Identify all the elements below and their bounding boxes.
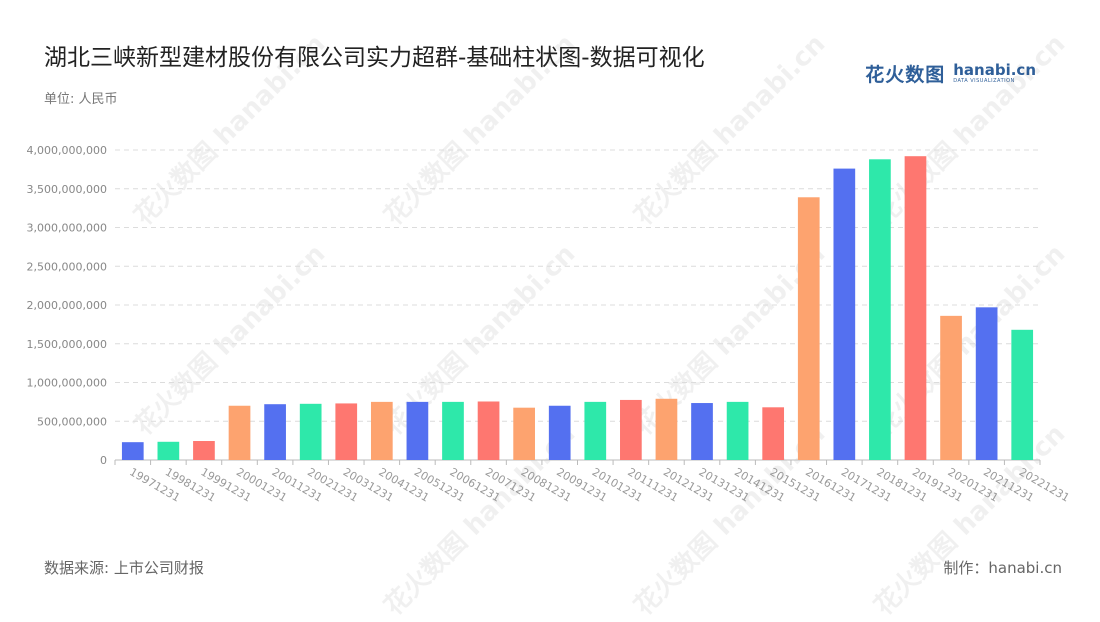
credit-label: 制作：hanabi.cn — [943, 559, 1062, 577]
brand-cn-part2: 数图 — [905, 64, 946, 86]
bar — [833, 168, 856, 460]
y-tick-label: 1,500,000,000 — [27, 338, 107, 351]
y-tick-label: 500,000,000 — [37, 415, 107, 428]
bar — [335, 403, 358, 460]
brand-en-name: hanabi.cn — [953, 61, 1036, 79]
y-tick-label: 4,000,000,000 — [27, 144, 107, 157]
bar — [1011, 329, 1034, 460]
bar — [762, 407, 785, 460]
bar — [157, 441, 180, 460]
bar — [193, 441, 215, 460]
bar — [940, 315, 962, 460]
bar — [584, 401, 607, 460]
bar — [548, 405, 571, 460]
y-tick-label: 3,500,000,000 — [27, 183, 107, 196]
bar — [264, 404, 286, 460]
bar — [228, 405, 251, 460]
source-label: 数据来源: 上市公司财报 — [44, 559, 204, 577]
y-tick-label: 2,500,000,000 — [27, 260, 107, 273]
bar — [691, 403, 713, 460]
y-tick-label: 3,000,000,000 — [27, 222, 107, 235]
bar — [477, 401, 500, 460]
y-tick-label: 0 — [100, 454, 107, 467]
bar — [904, 156, 927, 460]
bar — [442, 401, 464, 460]
y-tick-label: 1,000,000,000 — [27, 377, 107, 390]
y-tick-label: 2,000,000,000 — [27, 299, 107, 312]
bar — [655, 398, 678, 460]
brand-en-sub: DATA VISUALIZATION — [953, 78, 1015, 84]
brand-logo: 花火数图 hanabi.cn DATA VISUALIZATION — [865, 60, 1036, 87]
brand-cn-part1: 花火 — [865, 64, 906, 86]
brand-cn: 花火数图 — [865, 60, 945, 87]
bar — [869, 159, 891, 461]
bar — [975, 307, 998, 460]
bar — [406, 401, 429, 460]
bar — [513, 407, 535, 460]
bar — [797, 197, 820, 460]
bar — [620, 399, 642, 460]
bar — [299, 403, 322, 460]
bar — [121, 442, 144, 460]
chart-title: 湖北三峡新型建材股份有限公司实力超群-基础柱状图-数据可视化 — [44, 45, 705, 71]
unit-label: 单位: 人民币 — [44, 92, 118, 107]
bar — [370, 401, 393, 460]
brand-en: hanabi.cn DATA VISUALIZATION — [953, 63, 1036, 84]
bar — [726, 401, 749, 460]
